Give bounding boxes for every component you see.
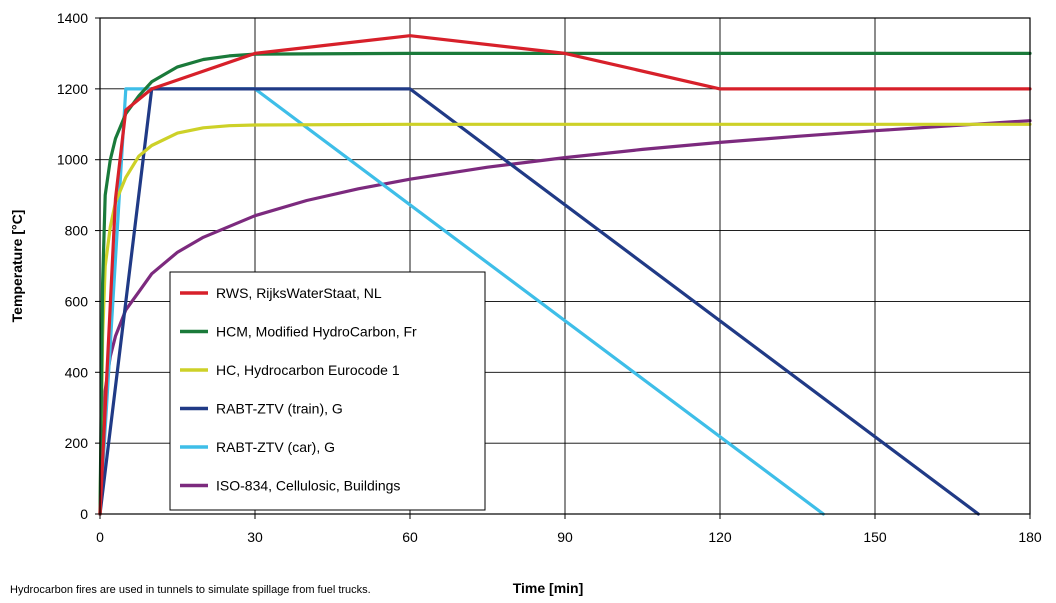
x-axis-title: Time [min] xyxy=(513,580,584,596)
series-line-iso-834-cellulosic-buildings xyxy=(98,119,1032,516)
y-tick-label: 1400 xyxy=(57,10,88,26)
y-tick-label: 0 xyxy=(80,506,88,522)
legend-label: RWS, RijksWaterStaat, NL xyxy=(216,285,382,301)
x-tick-label: 150 xyxy=(863,529,887,545)
y-tick-label: 1200 xyxy=(57,81,88,97)
x-tick-label: 60 xyxy=(402,529,418,545)
legend-box xyxy=(169,271,486,511)
x-tick-label: 120 xyxy=(708,529,732,545)
x-tick-label: 30 xyxy=(247,529,263,545)
series-line-rws-rijkswaterstaat-nl xyxy=(98,34,1032,516)
y-axis-ticks: 0 200 400 600 800 1000 1200 1400 xyxy=(57,10,100,522)
y-tick-label: 1000 xyxy=(57,152,88,168)
series-line-hc-hydrocarbon-eurocode-1 xyxy=(98,122,1032,516)
series-line-rabt-ztv-train-g xyxy=(98,87,980,516)
x-tick-label: 0 xyxy=(96,529,104,545)
y-tick-label: 200 xyxy=(65,435,89,451)
legend-label: HCM, Modified HydroCarbon, Fr xyxy=(216,324,417,340)
y-tick-label: 400 xyxy=(65,364,89,380)
series-lines xyxy=(98,34,1032,516)
footnote-text: Hydrocarbon fires are used in tunnels to… xyxy=(10,584,371,596)
series-line-hcm-modified-hydrocarbon-fr xyxy=(98,51,1032,516)
legend: RWS, RijksWaterStaat, NL HCM, Modified Hy… xyxy=(169,271,486,511)
y-tick-label: 600 xyxy=(65,293,89,309)
x-axis-ticks: 0 30 60 90 120 150 180 xyxy=(96,514,1042,545)
legend-label: HC, Hydrocarbon Eurocode 1 xyxy=(216,362,400,378)
legend-label: RABT-ZTV (car), G xyxy=(216,439,335,455)
y-axis-title: Temperature [°C] xyxy=(9,210,25,323)
x-tick-label: 90 xyxy=(557,529,573,545)
x-tick-label: 180 xyxy=(1018,529,1042,545)
legend-label: RABT-ZTV (train), G xyxy=(216,401,343,417)
y-tick-label: 800 xyxy=(65,223,89,239)
legend-label: ISO-834, Cellulosic, Buildings xyxy=(216,478,400,494)
